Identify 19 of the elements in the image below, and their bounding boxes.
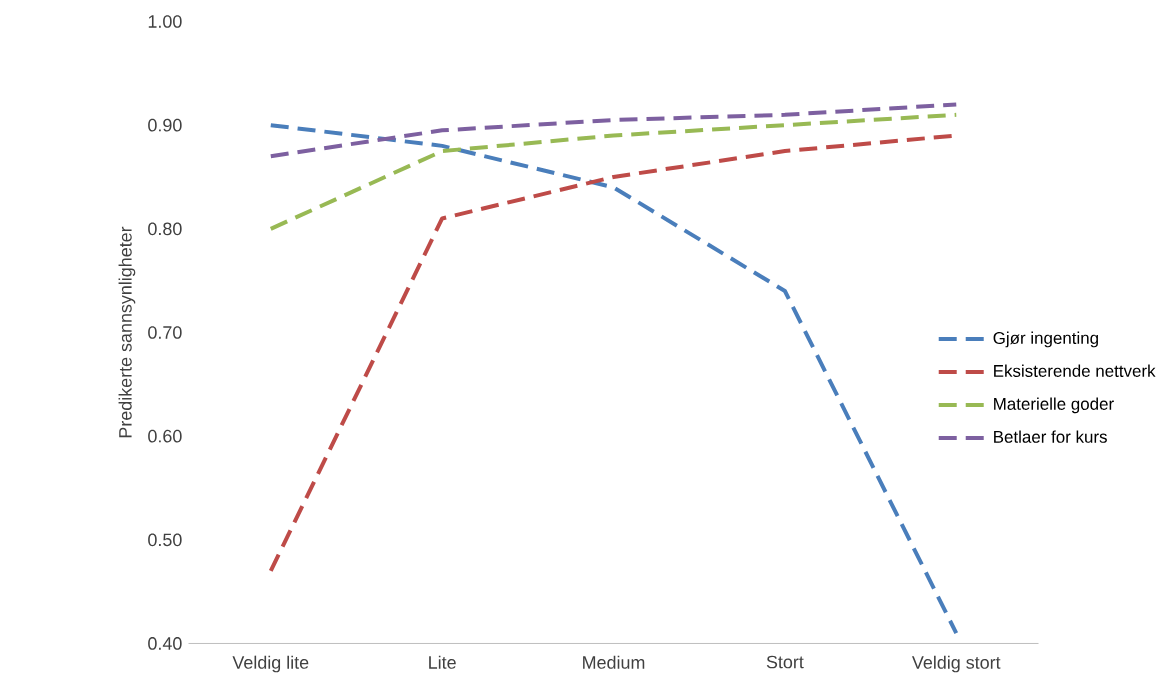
line-series: [268, 102, 959, 159]
x-tick-label: Stort: [766, 655, 804, 669]
y-tick-label: 0.60: [148, 429, 182, 443]
x-tick-label: Veldig stort: [911, 655, 1001, 673]
y-tick-label: 0.90: [148, 118, 182, 132]
x-tick-label: Veldig lite: [232, 655, 309, 673]
y-tick-label: 0.80: [148, 222, 182, 236]
legend-label: Betlaer for kurs: [994, 430, 1107, 443]
x-tick-label: Lite: [429, 655, 456, 669]
y-tick-label: 0.70: [148, 326, 182, 339]
legend-label: Materielle goder: [994, 397, 1114, 414]
y-tick-label: 1.00: [148, 15, 182, 28]
legend-label: Eksisterende nettverk: [994, 364, 1156, 377]
y-tick-label: 0.50: [148, 533, 182, 547]
x-tick-label: Medium: [583, 655, 645, 669]
legend-label: Gjør ingenting: [993, 331, 1098, 348]
line-series: [268, 112, 959, 231]
y-axis-title: Predikerte sannsynligheter: [118, 226, 136, 438]
y-tick-label: 0.40: [148, 637, 182, 650]
